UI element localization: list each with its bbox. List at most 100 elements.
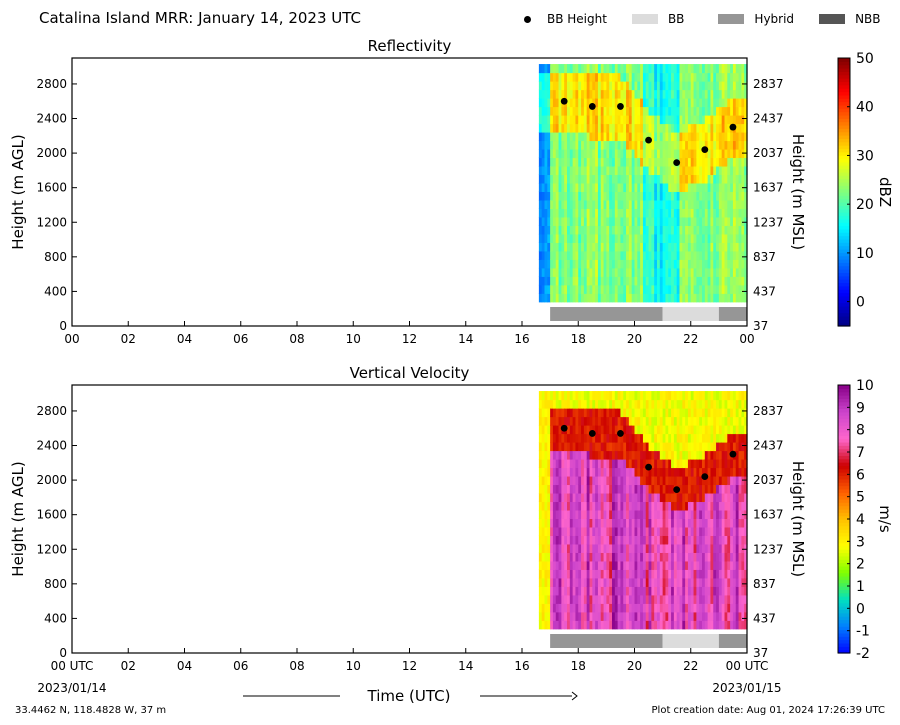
x-tick-label: 14 [458,659,473,673]
y-tick-label: 2000 [36,473,67,487]
x-tick-label: 10 [346,332,361,346]
location-text: 33.4462 N, 118.4828 W, 37 m [15,705,167,716]
bb-height-point [701,146,709,154]
y-tick-label: 2800 [36,77,67,91]
colorbar-tick-label: 0 [856,601,865,617]
colorbar-frame [837,57,851,327]
legend-label-hybrid: Hybrid [754,12,795,26]
y-axis-label-right: Height (m MSL) [789,134,807,250]
x-tick-label: 14 [458,332,473,346]
start-date-label: 2023/01/14 [37,681,106,695]
y-right-tick-label: 437 [753,611,776,625]
chart-title: Vertical Velocity [350,364,470,382]
y-right-tick-label: 2037 [753,473,784,487]
bb-height-point [701,473,709,481]
figure-title: Catalina Island MRR: January 14, 2023 UT… [39,9,362,27]
y-tick-label: 1200 [36,542,67,556]
colorbar-tick-label: 10 [856,246,874,262]
y-right-tick-label: 1637 [753,508,784,522]
bb-type-segment [550,307,663,321]
colorbar-tick-label: 7 [856,445,865,461]
x-tick-label: 12 [402,659,417,673]
legend-label-bb-height: BB Height [547,12,607,26]
colorbar: -2 -1 0 1 2 3 4 5 6 7 8 9 10 m/s [837,378,894,662]
y-right-tick-label: 437 [753,284,776,298]
y-axis-label: Height (m AGL) [9,461,27,576]
colorbar-tick-label: 30 [856,148,874,164]
colorbar-tick-label: -1 [856,624,870,640]
colorbar: 0 10 20 30 40 50 dBZ [837,51,894,327]
x-tick-label: 08 [289,332,304,346]
y-right-tick-label: 2037 [753,146,784,160]
x-tick-label: 00 [739,332,754,346]
x-tick-label: 16 [514,332,529,346]
colorbar-tick-label: 40 [856,100,874,116]
x-tick-label: 06 [233,332,248,346]
bb-height-point [645,136,652,144]
bb-type-bar [550,307,747,321]
bb-height-point [729,123,737,131]
y-tick-label: 1600 [36,508,67,522]
x-tick-label: 04 [177,332,192,346]
legend-label-nbb: NBB [855,12,881,26]
y-right-tick-label: 2437 [753,112,784,126]
x-tick-label: 22 [683,332,698,346]
bb-type-segment [662,307,719,321]
y-right-tick-label: 1637 [753,181,784,195]
x-axis-label: Time (UTC) [367,687,451,705]
y-right-tick-label: 2837 [753,404,784,418]
bb-height-point [673,159,681,167]
y-right-tick-label: 2437 [753,439,784,453]
x-tick-label: 18 [571,332,586,346]
x-tick-label: 02 [121,332,136,346]
legend: BB Height BB Hybrid NBB [524,12,881,26]
y-tick-label: 2400 [36,112,67,126]
bb-type-segment [550,634,663,648]
y-right-tick-label: 37 [753,319,768,333]
bb-height-point [617,103,624,110]
colorbar-tick-label: 50 [856,51,874,67]
y-right-tick-label: 837 [753,250,776,264]
chart-title: Reflectivity [368,37,452,55]
colorbar-tick-label: 5 [856,490,865,506]
colorbar-tick-label: 0 [856,295,865,311]
x-tick-label: 00 [64,332,79,346]
bb-type-bar [550,634,747,648]
y-tick-label: 2800 [36,404,67,418]
y-right-tick-label: 2837 [753,77,784,91]
colorbar-tick-label: 9 [856,400,865,416]
colorbar-tick-label: -2 [856,646,870,662]
legend-label-bb: BB [667,12,685,26]
x-tick-label: 04 [177,659,192,673]
y-tick-label: 800 [44,250,67,264]
bb-height-marker-icon [524,15,531,23]
x-tick-label: 18 [571,659,586,673]
legend-item-hybrid: Hybrid [718,12,794,26]
y-tick-label: 0 [59,319,67,333]
y-axis-label: Height (m AGL) [9,134,27,249]
y-tick-label: 800 [44,577,67,591]
bb-height-point [617,430,624,437]
bb-type-segment [662,634,719,648]
hybrid-swatch-icon [718,14,745,24]
y-tick-label: 0 [59,646,67,660]
y-right-tick-label: 837 [753,577,776,591]
x-tick-label: 16 [514,659,529,673]
heatmap-field [538,64,748,303]
y-tick-label: 2400 [36,439,67,453]
x-tick-label: 22 [683,659,698,673]
legend-item-bb-height: BB Height [524,12,607,26]
bb-height-point [588,103,596,110]
x-tick-label: 02 [121,659,136,673]
x-tick-label: 00 UTC [51,659,94,673]
creation-date-text: Plot creation date: Aug 01, 2024 17:26:3… [651,705,885,716]
heatmap-field [538,391,748,630]
y-right-tick-label: 1237 [753,215,784,229]
legend-item-nbb: NBB [819,12,881,26]
y-tick-label: 1200 [36,215,67,229]
colorbar-tick-label: 6 [856,467,865,483]
x-tick-label: 06 [233,659,248,673]
bb-height-point [560,424,568,432]
